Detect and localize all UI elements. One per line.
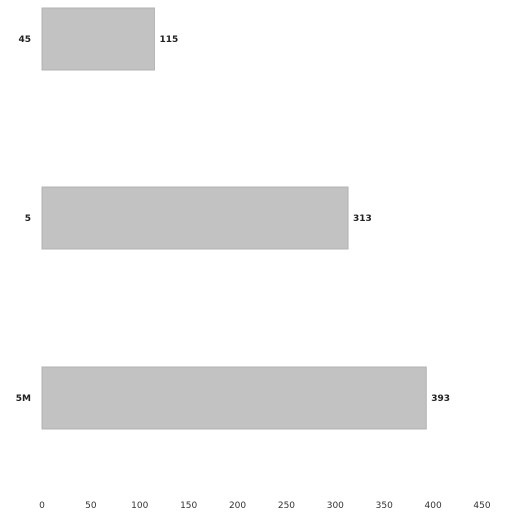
value-label: 393 — [431, 394, 450, 404]
bars-group — [41, 7, 427, 430]
bar-5m — [41, 366, 427, 430]
category-labels: 45 5 5M — [16, 35, 31, 404]
value-labels: 115 313 393 — [159, 35, 450, 404]
x-tick-label: 400 — [425, 501, 442, 511]
x-tick-label: 150 — [180, 501, 197, 511]
x-tick-label: 0 — [39, 501, 45, 511]
x-tick-label: 350 — [376, 501, 393, 511]
bar-5 — [41, 186, 349, 250]
x-tick-label: 200 — [229, 501, 246, 511]
category-label: 45 — [18, 35, 31, 45]
x-tick-label: 300 — [327, 501, 344, 511]
x-axis-tick-labels: 0 50 100 150 200 250 300 350 400 450 — [39, 501, 491, 511]
value-label: 313 — [353, 214, 372, 224]
value-label: 115 — [159, 35, 178, 45]
category-label: 5 — [25, 214, 31, 224]
x-tick-label: 250 — [278, 501, 295, 511]
x-tick-label: 100 — [131, 501, 148, 511]
x-tick-label: 450 — [473, 501, 490, 511]
x-tick-label: 50 — [85, 501, 97, 511]
category-label: 5M — [16, 394, 31, 404]
bar-45 — [41, 7, 155, 71]
